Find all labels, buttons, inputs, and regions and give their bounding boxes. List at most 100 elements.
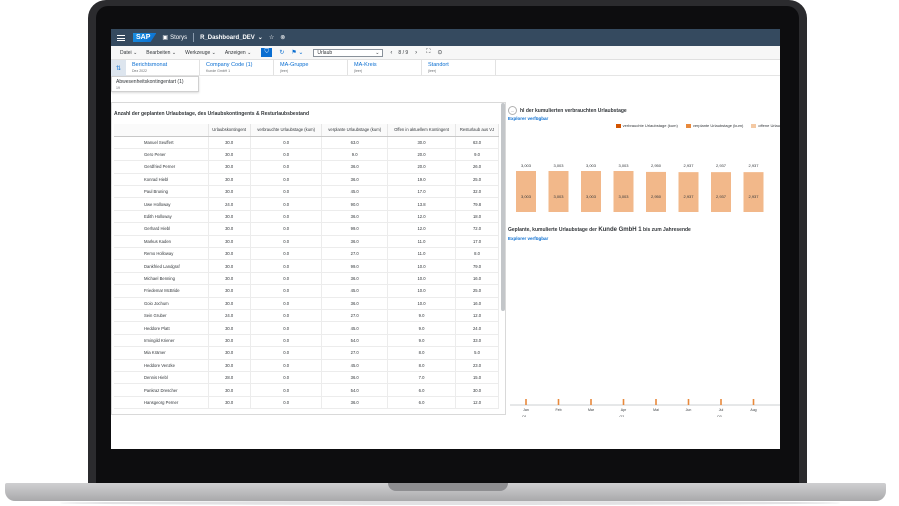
value-cell: 30.0 — [208, 396, 251, 410]
value-cell: 9.0 — [321, 148, 388, 162]
table-row[interactable]: Goio Jochum 30.0 0.0 36.0 10.0 16.0 — [114, 297, 499, 310]
table-row[interactable]: Uwe Holloway 24.0 0.0 90.0 13.8 79.8 — [114, 197, 499, 211]
settings-icon[interactable]: ⊙ — [437, 50, 443, 56]
fullscreen-icon[interactable]: ⛶ — [426, 49, 431, 55]
table-row[interactable]: Michael Benning 30.0 0.0 36.0 10.0 16.0 — [114, 272, 499, 286]
favorite-star-icon[interactable]: ☆ — [268, 35, 275, 41]
table-row[interactable]: Sein Gruber 24.0 0.0 27.0 9.0 12.0 — [114, 309, 499, 323]
explorer-link[interactable]: Explorer verfügbar — [508, 236, 549, 241]
filter-standort[interactable]: Standort (leer) — [424, 60, 496, 75]
more-options-icon[interactable]: ... — [508, 106, 517, 115]
bar-value-label: 3,003 — [521, 194, 532, 199]
page-counter: 8 / 9 — [398, 49, 409, 56]
story-title[interactable]: R_Dashboard_DEV ⌄ — [200, 34, 263, 42]
laptop-notch — [388, 483, 508, 491]
value-cell: 30.0 — [208, 247, 251, 261]
bar-total-label: 2,937 — [716, 163, 727, 168]
table-row[interactable]: Gerdfried Perner 30.0 0.0 36.0 20.0 26.0 — [114, 160, 499, 174]
table-row[interactable]: Gerhard Hiebl 30.0 0.0 99.0 12.0 72.0 — [114, 222, 499, 236]
stories-label: Storys — [170, 34, 188, 41]
story-toolbar: Datei ⌄ Bearbeiten ⌄ Werkzeuge ⌄ Anzeige… — [111, 46, 780, 60]
value-cell: 8.0 — [387, 346, 457, 360]
table-row[interactable]: Konrad Hiebl 30.0 0.0 36.0 19.0 25.0 — [114, 173, 499, 187]
table-scrollbar[interactable] — [501, 103, 505, 311]
filter-toggle-icon[interactable]: ⇅ — [111, 60, 126, 76]
value-cell: 79.8 — [455, 197, 499, 211]
filter-abwesenheitskontingentart[interactable]: Abwesenheitskontingentart (1) 19 — [111, 76, 199, 92]
value-cell: 0.0 — [250, 309, 323, 323]
vacation-table: Urlaubskontingent verbrauchte Urlaubstag… — [114, 124, 499, 410]
table-row[interactable]: Remo Holloway 30.0 0.0 27.0 11.0 8.0 — [114, 247, 499, 261]
table-row[interactable]: Manuel Seuffert 30.0 0.0 63.0 30.0 63.0 — [114, 136, 499, 149]
value-cell: 30.0 — [455, 383, 499, 397]
share-icon[interactable]: ⊗ — [280, 35, 286, 41]
bar-total-label: 3,003 — [586, 163, 597, 168]
prev-page-icon[interactable]: ‹ — [390, 49, 393, 56]
menu-datei[interactable]: Datei ⌄ — [120, 49, 138, 56]
bar-value-label: 3,003 — [618, 194, 629, 199]
column-header[interactable]: Resturlaub aus VJ — [455, 124, 499, 137]
column-header[interactable]: Offen in aktuellem Kontingent — [387, 124, 457, 137]
table-row[interactable]: Dankfried Landgraf 30.0 0.0 99.0 10.0 79.0 — [114, 259, 499, 273]
value-cell: 30.0 — [208, 383, 251, 397]
filter-company-code[interactable]: Company Code (1) Kunde GmbH 1 — [202, 60, 274, 75]
value-cell: 15.0 — [455, 371, 499, 385]
table-row[interactable]: Dennis Hiebl 28.0 0.0 36.0 7.0 15.0 — [114, 371, 499, 385]
value-cell: 30.0 — [208, 136, 251, 149]
menu-anzeigen[interactable]: Anzeigen ⌄ — [224, 49, 252, 56]
value-cell: 28.0 — [208, 371, 251, 385]
table-row[interactable]: Heddore Platt 30.0 0.0 45.0 9.0 24.0 — [114, 321, 499, 335]
value-cell: 12.0 — [455, 396, 499, 410]
hamburger-menu-icon[interactable] — [117, 34, 125, 41]
value-cell: 36.0 — [321, 371, 388, 385]
column-header[interactable]: verplante Urlaubstage (kum) — [321, 124, 388, 137]
value-cell: 24.0 — [208, 197, 251, 211]
explorer-link[interactable]: Explorer verfügbar — [508, 116, 549, 121]
filter-funnel-icon[interactable]: ⛉ — [261, 48, 273, 57]
value-cell: 54.0 — [321, 334, 388, 348]
value-cell: 36.0 — [321, 396, 388, 410]
menu-werkzeuge[interactable]: Werkzeuge ⌄ — [185, 49, 216, 56]
table-row[interactable]: Gero Pener 30.0 0.0 9.0 20.0 9.0 — [114, 148, 499, 162]
value-cell: 0.0 — [250, 272, 323, 286]
chevron-down-icon: ⌄ — [375, 49, 380, 56]
filter-value: 19 — [116, 86, 120, 90]
value-cell: 0.0 — [250, 235, 323, 249]
value-cell: 30.0 — [208, 359, 251, 372]
table-title: Anzahl der geplanten Urlaubstage, des Ur… — [114, 111, 310, 117]
value-cell: 12.0 — [387, 210, 457, 224]
value-cell: 23.0 — [455, 359, 499, 372]
filter-ma-kreis[interactable]: MA-Kreis (leer) — [350, 60, 422, 75]
column-header[interactable]: Urlaubskontingent — [208, 124, 251, 137]
stories-link[interactable]: ▣ Storys — [162, 34, 188, 42]
value-cell: 24.0 — [208, 309, 251, 323]
table-row[interactable]: Hansgeorg Perner 30.0 0.0 36.0 6.0 12.0 — [114, 396, 499, 410]
bar-value-label: 3,003 — [586, 194, 597, 199]
value-cell: 30.0 — [208, 346, 251, 360]
chart-title-company: Kunde GmbH 1 — [598, 227, 642, 233]
column-header[interactable]: verbrauchte Urlaubstage (kum) — [250, 124, 323, 137]
refresh-icon[interactable]: ↻ — [279, 50, 285, 56]
stories-icon: ▣ — [162, 35, 169, 41]
value-cell: 99.0 — [321, 222, 388, 236]
table-row[interactable]: Paul Bruning 30.0 0.0 45.0 17.0 32.0 — [114, 185, 499, 199]
table-row[interactable]: Irmingild Kriener 30.0 0.0 54.0 9.0 33.0 — [114, 334, 499, 348]
value-cell: 30.0 — [208, 148, 251, 162]
filter-ma-gruppe[interactable]: MA-Gruppe (leer) — [276, 60, 348, 75]
page-select[interactable]: Urlaub ⌄ — [313, 48, 384, 57]
table-row[interactable]: Friedemar McBride 30.0 0.0 45.0 10.0 25.0 — [114, 284, 499, 298]
bar — [711, 172, 731, 212]
filter-berichtsmonat[interactable]: Berichtsmonat Dez 2022 — [128, 60, 200, 75]
value-cell: 30.0 — [208, 222, 251, 236]
table-row[interactable]: Mia Krämer 30.0 0.0 27.0 8.0 5.0 — [114, 346, 499, 360]
table-row[interactable]: Edith Holloway 30.0 0.0 36.0 12.0 18.0 — [114, 210, 499, 224]
value-cell: 0.0 — [250, 160, 323, 174]
value-cell: 30.0 — [208, 185, 251, 199]
table-row[interactable]: Markus Kaden 30.0 0.0 36.0 11.0 17.0 — [114, 235, 499, 249]
table-row[interactable]: Pankraz Drescher 30.0 0.0 54.0 6.0 30.0 — [114, 383, 499, 397]
bookmark-icon[interactable]: ⚑ ⌄ — [291, 50, 304, 56]
value-cell: 79.0 — [455, 259, 499, 273]
menu-bearbeiten[interactable]: Bearbeiten ⌄ — [146, 49, 177, 56]
table-row[interactable]: Heddore Venzke 30.0 0.0 45.0 8.0 23.0 — [114, 359, 499, 372]
next-page-icon[interactable]: › — [415, 49, 418, 56]
